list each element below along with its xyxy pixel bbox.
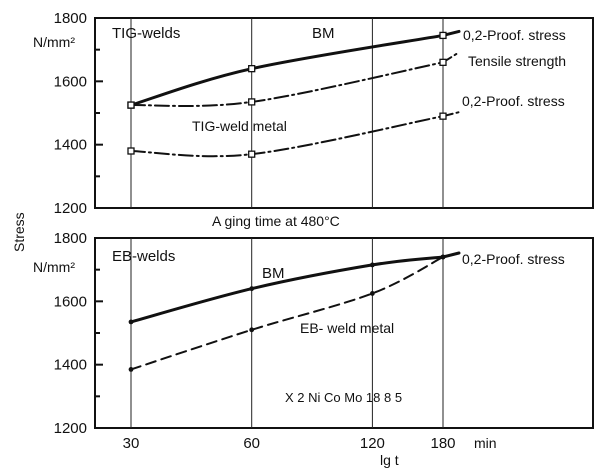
y-tick-label-1400: 1400 bbox=[54, 137, 87, 154]
y-tick-label-1600: 1600 bbox=[54, 293, 87, 310]
top-tensile-label: Tensile strength bbox=[468, 53, 566, 69]
top-proof-label: 0,2-Proof. stress bbox=[463, 27, 566, 43]
material-label: X 2 Ni Co Mo 18 8 5 bbox=[285, 390, 402, 405]
data-point-1-0-1 bbox=[249, 286, 255, 292]
data-point-0-1-0 bbox=[127, 101, 135, 109]
data-point-0-1-2 bbox=[439, 58, 447, 66]
data-point-1-1-2 bbox=[369, 291, 375, 296]
data-point-0-2-2 bbox=[439, 112, 447, 120]
y-tick-marks bbox=[95, 17, 103, 429]
x-tick-label-180: 180 bbox=[430, 435, 455, 452]
top-weld-metal-label: TIG-weld metal bbox=[192, 118, 287, 134]
y-tick-label-1400: 1400 bbox=[54, 357, 87, 374]
bottom-panel-title: EB-welds bbox=[112, 248, 175, 265]
y-tick-label-1200: 1200 bbox=[54, 420, 87, 437]
bottom-bm-label: BM bbox=[262, 265, 285, 282]
x-tick-label-60: 60 bbox=[243, 435, 260, 452]
x-tick-label-120: 120 bbox=[360, 435, 385, 452]
data-markers bbox=[127, 31, 447, 372]
top-panel-frame bbox=[94, 17, 594, 209]
data-point-1-1-1 bbox=[249, 327, 255, 333]
data-point-0-2-1 bbox=[248, 150, 256, 158]
top-bm-label: BM bbox=[312, 25, 335, 42]
data-point-1-0-2 bbox=[369, 262, 375, 268]
vertical-gridlines bbox=[130, 18, 444, 428]
y-axis-title: Stress bbox=[11, 212, 27, 252]
data-point-1-1-3 bbox=[440, 254, 446, 260]
data-point-0-2-0 bbox=[127, 147, 135, 155]
series-line-1-1 bbox=[130, 252, 460, 371]
bottom-weld-metal-label: EB- weld metal bbox=[300, 320, 394, 336]
data-point-1-0-0 bbox=[128, 319, 134, 325]
x-tick-labels: 30 60 120 180 bbox=[123, 435, 456, 452]
top-unit-label: N/mm² bbox=[33, 34, 75, 50]
bottom-proof-label: 0,2-Proof. stress bbox=[462, 251, 565, 267]
x-tick-label-30: 30 bbox=[123, 435, 140, 452]
data-point-0-0-2 bbox=[439, 31, 447, 40]
y-tick-label-1200: 1200 bbox=[54, 200, 87, 217]
series-line-1-0 bbox=[129, 251, 461, 324]
top-weld-proof-label: 0,2-Proof. stress bbox=[462, 93, 565, 109]
data-series bbox=[129, 29, 461, 371]
series-line-0-0 bbox=[129, 29, 461, 107]
series-line-0-2 bbox=[130, 111, 460, 158]
y-tick-label-1800: 1800 bbox=[54, 10, 87, 27]
data-point-0-0-1 bbox=[248, 65, 256, 73]
data-point-1-1-0 bbox=[128, 367, 134, 372]
series-line-0-1 bbox=[130, 51, 460, 107]
y-tick-label-1800: 1800 bbox=[54, 230, 87, 247]
top-panel-title: TIG-welds bbox=[112, 25, 180, 42]
y-tick-labels: 1800 1600 1400 1200 1800 1600 1400 1200 bbox=[54, 10, 87, 437]
data-point-0-1-1 bbox=[248, 98, 256, 106]
x-axis-title: lg t bbox=[380, 452, 399, 468]
aging-time-caption: A ging time at 480°C bbox=[212, 213, 340, 229]
x-unit-label: min bbox=[474, 435, 497, 451]
bottom-unit-label: N/mm² bbox=[33, 259, 75, 275]
y-tick-label-1600: 1600 bbox=[54, 73, 87, 90]
